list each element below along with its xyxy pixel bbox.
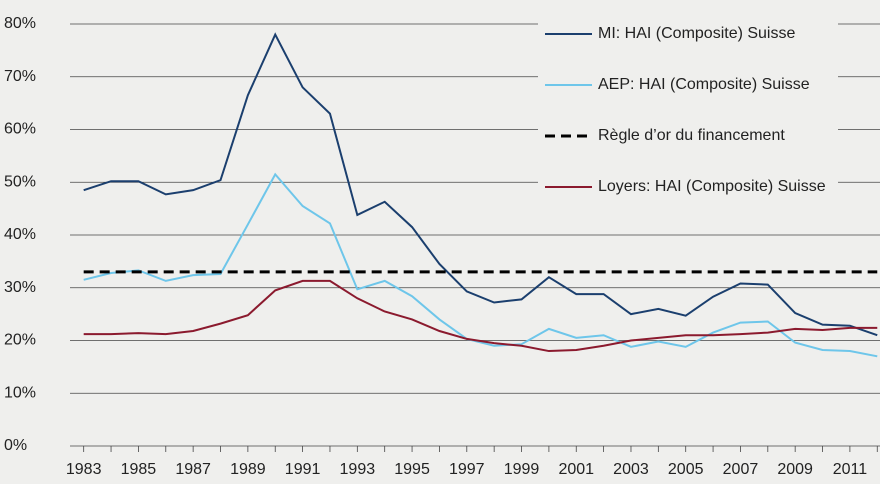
x-tick-label: 1991 [285,461,321,478]
y-tick-label: 80% [4,15,36,32]
x-tick-label: 1997 [449,461,485,478]
legend-label: Loyers: HAI (Composite) Suisse [598,178,826,195]
y-tick-label: 20% [4,332,36,349]
y-tick-label: 70% [4,68,36,85]
y-tick-label: 40% [4,226,36,243]
y-tick-label: 30% [4,279,36,296]
y-tick-label: 0% [4,437,27,454]
x-tick-label: 1983 [66,461,102,478]
y-tick-label: 10% [4,384,36,401]
legend-background [538,124,838,148]
series-line [83,172,878,358]
x-tick-label: 1987 [175,461,211,478]
legend-label: MI: HAI (Composite) Suisse [598,25,795,42]
y-tick-label: 60% [4,121,36,138]
x-tick-label: 2001 [558,461,594,478]
x-tick-label: 1985 [121,461,157,478]
x-tick-label: 1999 [504,461,540,478]
series-line [83,32,878,337]
x-tick-label: 2007 [723,461,759,478]
x-tick-label: 2011 [833,461,868,478]
x-tick-label: 2003 [613,461,649,478]
x-tick-label: 2009 [777,461,813,478]
series-line [83,279,878,353]
legend-label: AEP: HAI (Composite) Suisse [598,76,810,93]
x-tick-label: 1995 [394,461,430,478]
x-tick-label: 1989 [230,461,266,478]
y-tick-label: 50% [4,173,36,190]
x-tick-label: 2005 [668,461,704,478]
legend-label: Règle d’or du financement [598,127,785,144]
x-tick-label: 1993 [340,461,376,478]
